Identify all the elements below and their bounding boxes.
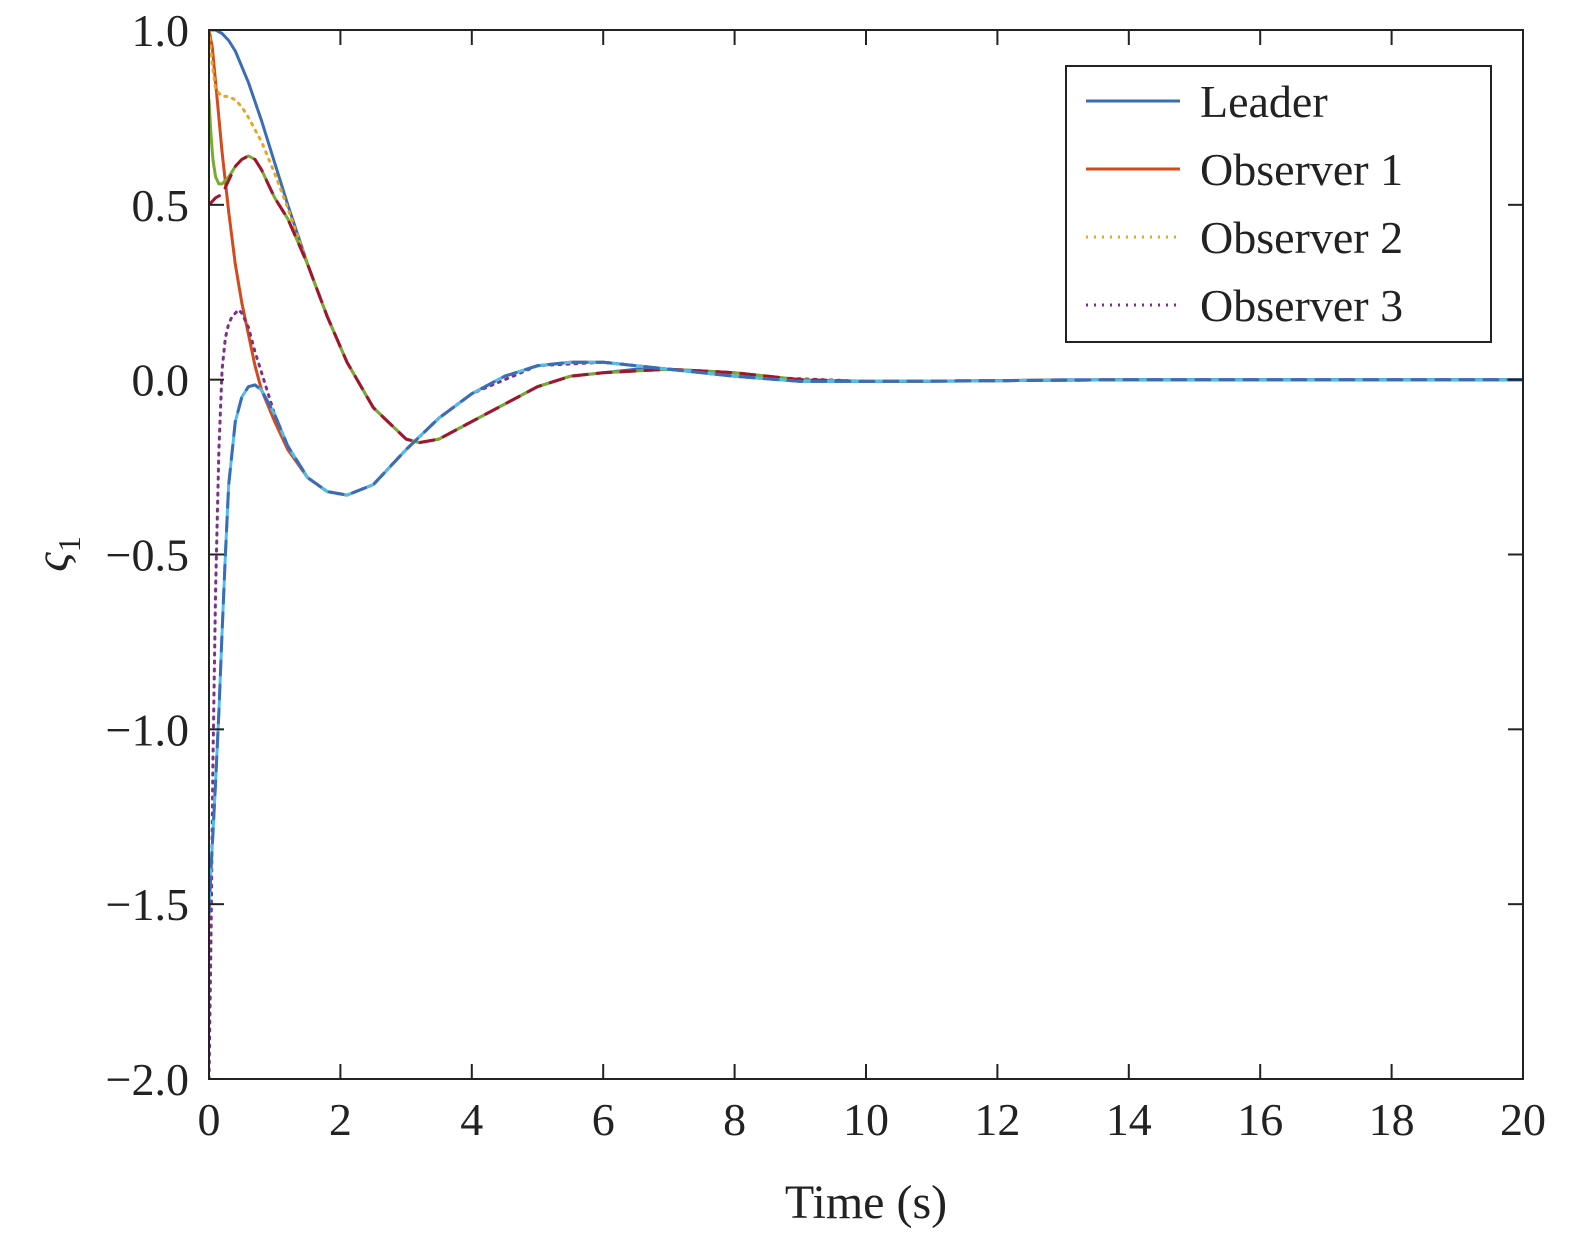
y-tick-label: −1.5 [106,879,189,930]
x-tick-label: 6 [592,1094,615,1145]
svg-text:ς1: ς1 [26,536,87,571]
legend-box [1065,65,1492,343]
series-line-6 [209,154,1523,445]
x-tick-label: 10 [843,1094,889,1145]
legend: Leader Observer 1 Observer 2 Observer 3 [1065,65,1492,343]
y-axis-title: ς1 [26,536,87,571]
y-tick-label: 0.5 [132,180,190,231]
series-line-4 [209,308,1523,1079]
y-tick-label: 1.0 [132,5,190,56]
legend-label: Observer 3 [1200,280,1403,331]
y-axis-subscript: 1 [51,536,87,552]
x-tick-label: 20 [1500,1094,1546,1145]
x-tick-label: 2 [329,1094,352,1145]
series-line-8 [209,360,1523,917]
series-line-7 [209,360,1523,906]
x-tick-label: 14 [1106,1094,1152,1145]
y-axis-symbol: ς [26,552,79,572]
y-tick-label: −0.5 [106,530,189,581]
tick-labels-layer: 0 2 4 6 8 10 12 14 16 18 20 1.0 0.5 0.0 −0.5 −1.0 −1.5 −2… [106,5,1546,1145]
x-tick-label: 8 [723,1094,746,1145]
x-tick-label: 4 [460,1094,483,1145]
legend-label: Observer 2 [1200,212,1403,263]
y-tick-label: 0.0 [132,355,190,406]
ticks-layer [208,29,1524,1080]
legend-label: Leader [1200,76,1328,127]
x-tick-label: 18 [1369,1094,1415,1145]
x-tick-label: 12 [974,1094,1020,1145]
y-tick-label: −1.0 [106,704,189,755]
legend-label: Observer 1 [1200,144,1403,195]
x-tick-label: 0 [198,1094,221,1145]
x-tick-label: 16 [1237,1094,1283,1145]
series-layer [209,30,1523,1079]
x-axis-title: Time (s) [785,1176,947,1229]
y-tick-label: −2.0 [106,1054,189,1105]
